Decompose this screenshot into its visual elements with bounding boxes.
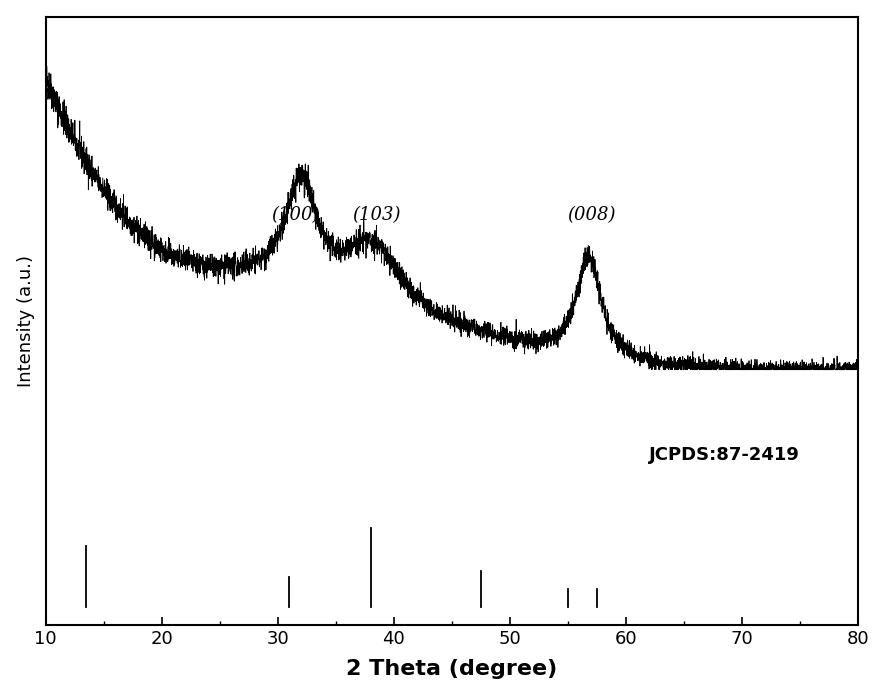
Text: (008): (008) (567, 205, 616, 223)
Text: (103): (103) (353, 205, 400, 223)
Text: (100): (100) (271, 205, 320, 223)
Text: JCPDS:87-2419: JCPDS:87-2419 (649, 446, 800, 464)
Y-axis label: Intensity (a.u.): Intensity (a.u.) (17, 255, 35, 387)
X-axis label: 2 Theta (degree): 2 Theta (degree) (346, 659, 557, 679)
